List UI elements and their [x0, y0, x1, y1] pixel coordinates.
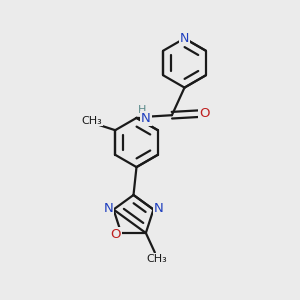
Text: O: O	[110, 228, 121, 241]
Text: N: N	[154, 202, 164, 214]
Text: N: N	[103, 202, 113, 214]
Text: H: H	[138, 105, 146, 115]
Text: N: N	[141, 112, 151, 125]
Text: CH₃: CH₃	[81, 116, 102, 126]
Text: O: O	[199, 107, 210, 120]
Text: CH₃: CH₃	[146, 254, 167, 264]
Text: N: N	[180, 32, 189, 45]
